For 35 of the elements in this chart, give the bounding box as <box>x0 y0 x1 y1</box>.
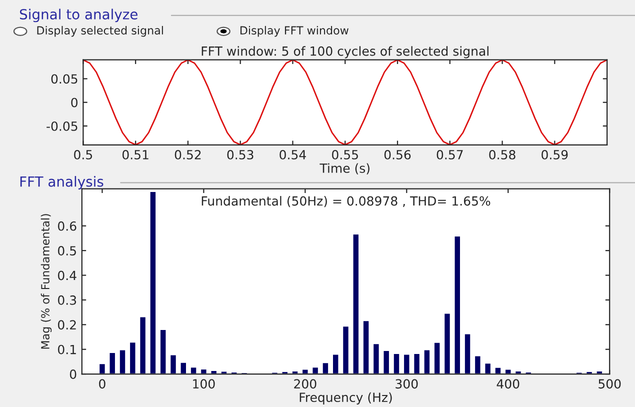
x-tick-label: 200 <box>294 379 316 389</box>
x-tick-label: 300 <box>396 379 418 389</box>
line-series <box>83 60 608 145</box>
y-tick-label: 0.5 <box>58 246 76 256</box>
y-tick-label: 0.6 <box>58 221 76 231</box>
y-tick-label: 0 <box>70 370 76 379</box>
x-tick-label: 100 <box>193 379 215 389</box>
x-tick-label: 0.54 <box>280 150 306 160</box>
x-axis-title: Frequency (Hz) <box>300 392 392 404</box>
y-tick-label: -0.05 <box>46 121 78 131</box>
x-axis-title: Time (s) <box>320 163 370 174</box>
x-tick-label: 0 <box>99 379 106 389</box>
x-tick-label: 0.59 <box>542 150 568 160</box>
x-tick-label: 0.57 <box>436 150 463 160</box>
y-tick-label: 0.4 <box>58 270 76 280</box>
y-tick-label: 0.2 <box>58 320 76 330</box>
y-axis-title: Mag (% of Fundamental) <box>40 214 52 349</box>
y-tick-label: 0.05 <box>51 74 78 84</box>
x-tick-label: 0.53 <box>227 150 254 160</box>
y-tick-label: 0 <box>71 98 78 108</box>
text: Display selected signal <box>37 26 163 37</box>
x-tick-label: 0.51 <box>122 150 148 160</box>
y-tick-label: 0.1 <box>58 344 76 354</box>
x-tick-label: 500 <box>598 379 621 389</box>
chart-title: FFT window: 5 of 100 cycles of selected signal <box>202 46 488 58</box>
x-tick-label: 0.52 <box>174 150 201 160</box>
text: Display FFT window <box>240 26 348 37</box>
text: Fundamental (50Hz) = 0.08978 , THD= 1.65% <box>202 196 490 208</box>
text: Signal to analyze <box>20 8 138 22</box>
y-tick-label: 0.3 <box>58 295 76 305</box>
annotation: FFT analysis <box>20 176 104 190</box>
x-tick-label: 0.58 <box>489 150 516 160</box>
x-tick-label: 0.56 <box>384 150 411 160</box>
x-tick-label: 400 <box>496 379 520 389</box>
x-tick-label: 0.55 <box>332 150 358 160</box>
